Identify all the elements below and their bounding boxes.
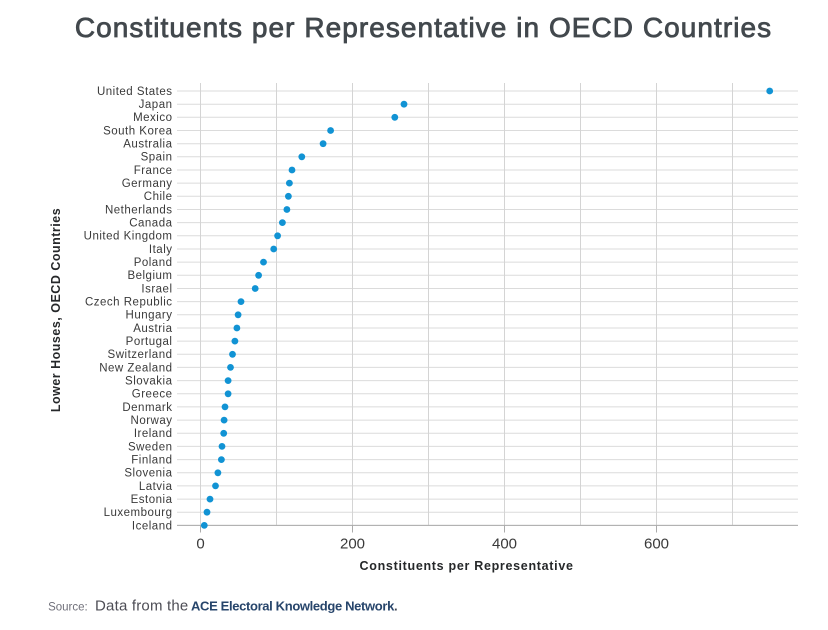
- svg-text:Japan: Japan: [139, 99, 173, 111]
- svg-text:Iceland: Iceland: [132, 520, 173, 532]
- svg-text:United Kingdom: United Kingdom: [84, 231, 173, 243]
- svg-text:South Korea: South Korea: [103, 125, 173, 137]
- svg-text:0: 0: [196, 535, 204, 552]
- svg-text:Austria: Austria: [133, 323, 172, 335]
- svg-text:Slovakia: Slovakia: [125, 376, 173, 388]
- svg-text:Belgium: Belgium: [127, 270, 172, 282]
- svg-text:Finland: Finland: [131, 455, 172, 467]
- svg-text:Slovenia: Slovenia: [124, 468, 172, 480]
- svg-text:Australia: Australia: [123, 139, 172, 151]
- svg-text:Poland: Poland: [134, 257, 173, 269]
- svg-text:Luxembourg: Luxembourg: [104, 507, 173, 519]
- svg-text:400: 400: [492, 535, 517, 552]
- svg-text:Switzerland: Switzerland: [108, 349, 173, 361]
- svg-text:ACE Electoral Knowledge Networ: ACE Electoral Knowledge Network.: [191, 599, 397, 614]
- svg-text:Sweden: Sweden: [128, 441, 173, 453]
- svg-text:Israel: Israel: [141, 283, 172, 295]
- svg-text:Italy: Italy: [149, 244, 173, 256]
- svg-text:Latvia: Latvia: [139, 481, 173, 493]
- svg-text:Czech Republic: Czech Republic: [85, 297, 173, 309]
- svg-text:Chile: Chile: [144, 191, 173, 203]
- svg-text:Portugal: Portugal: [126, 336, 173, 348]
- svg-text:Germany: Germany: [122, 178, 173, 190]
- svg-text:Constituents per Representativ: Constituents per Representative in OECD …: [75, 12, 772, 43]
- svg-text:New Zealand: New Zealand: [99, 362, 172, 374]
- svg-text:Norway: Norway: [131, 415, 173, 427]
- svg-text:France: France: [134, 165, 173, 177]
- svg-text:Mexico: Mexico: [133, 112, 172, 124]
- svg-text:Ireland: Ireland: [134, 428, 173, 440]
- svg-text:Canada: Canada: [129, 218, 172, 230]
- svg-text:Source:: Source:: [48, 602, 88, 614]
- svg-text:Estonia: Estonia: [131, 494, 173, 506]
- svg-text:Denmark: Denmark: [122, 402, 172, 414]
- svg-text:600: 600: [644, 535, 669, 552]
- svg-text:Data from the: Data from the: [95, 598, 188, 615]
- svg-text:Greece: Greece: [132, 389, 173, 401]
- svg-text:200: 200: [340, 535, 365, 552]
- svg-text:Constituents per Representativ: Constituents per Representative: [360, 559, 574, 573]
- svg-text:United States: United States: [97, 86, 173, 98]
- svg-text:Lower Houses, OECD Countries: Lower Houses, OECD Countries: [49, 208, 63, 412]
- svg-text:Hungary: Hungary: [126, 310, 173, 322]
- svg-text:Spain: Spain: [141, 152, 173, 164]
- svg-text:Netherlands: Netherlands: [105, 204, 173, 216]
